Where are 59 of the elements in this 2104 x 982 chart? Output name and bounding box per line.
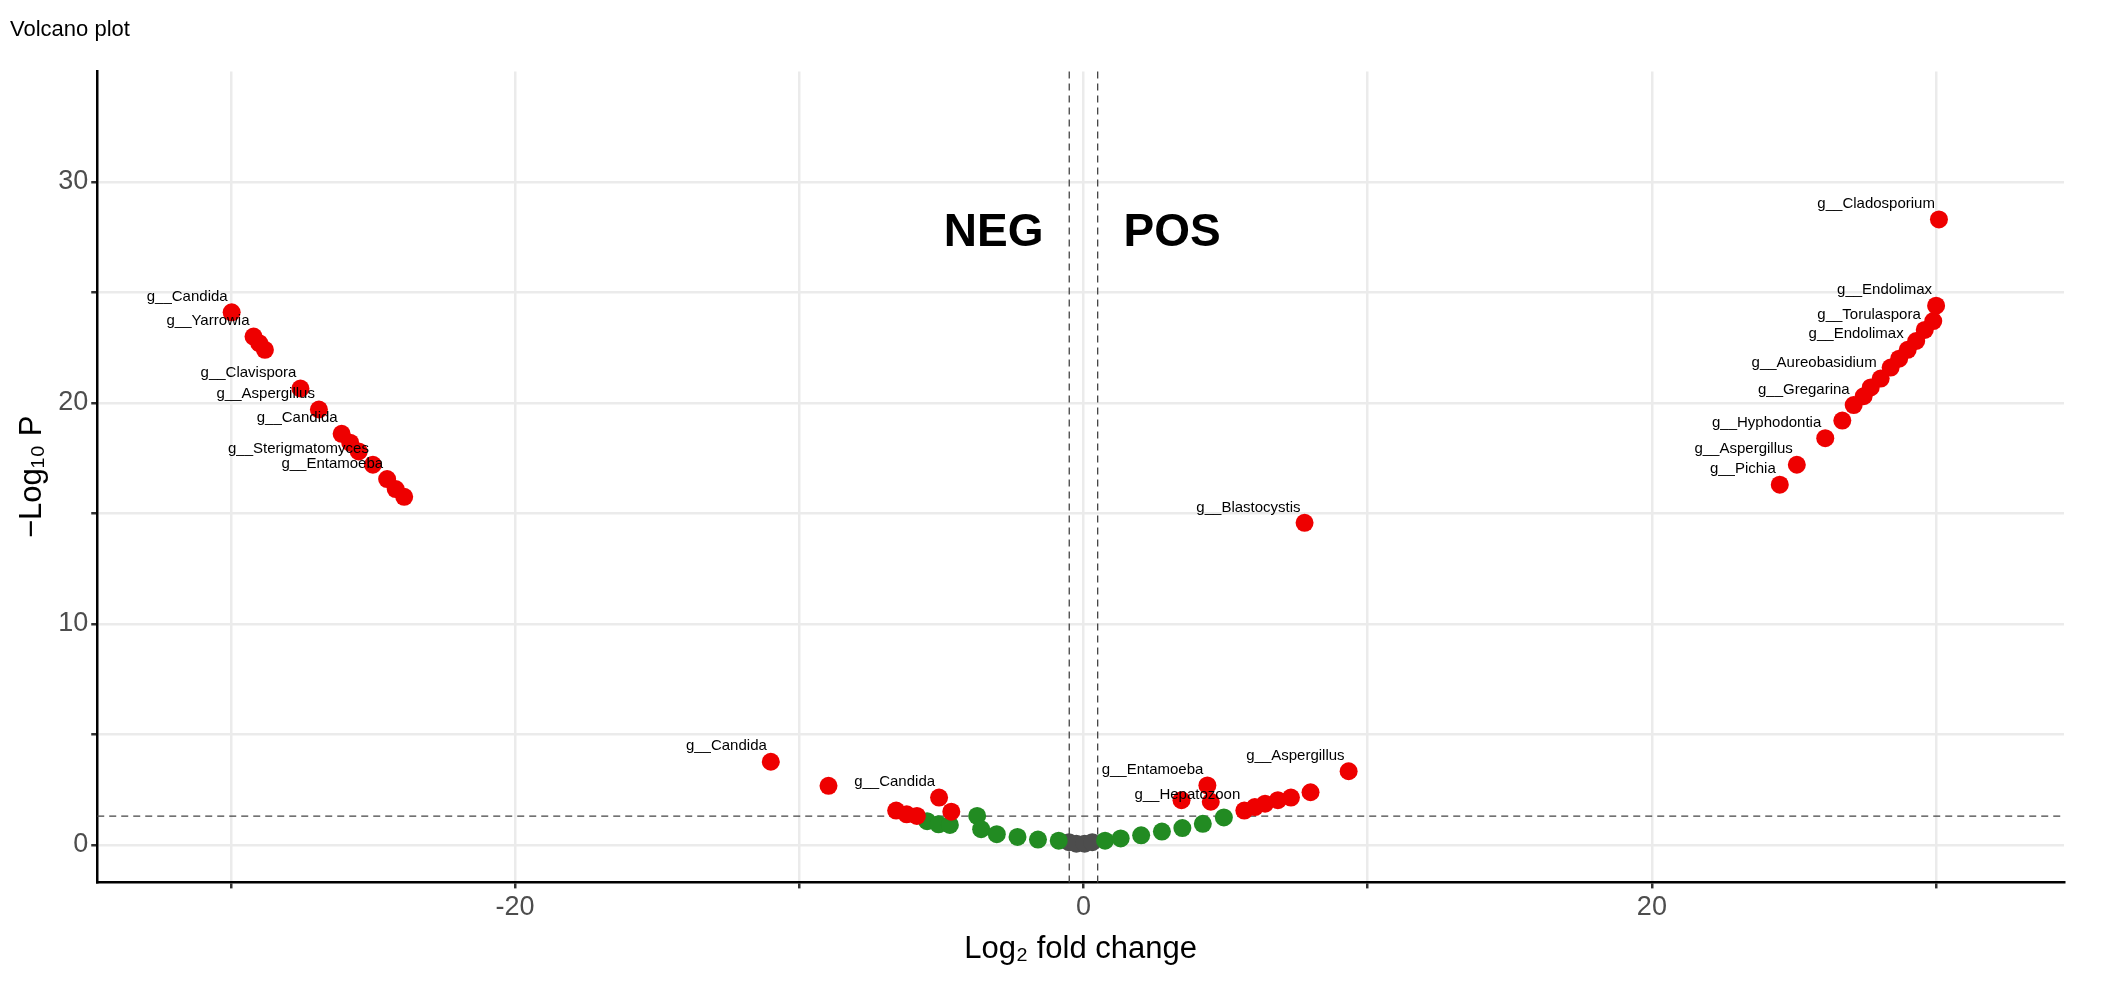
point <box>1028 830 1047 849</box>
annotation: g__Candida <box>256 408 339 426</box>
point <box>1049 831 1068 850</box>
annotation: g__Candida <box>854 772 936 790</box>
annotation: NEG <box>943 204 1044 257</box>
annotation: g__Torulaspora <box>1817 304 1922 322</box>
point <box>930 788 949 807</box>
annotation: g__Endolimax <box>1808 324 1905 342</box>
point <box>942 802 961 821</box>
annotation: g__Gregarina <box>1757 379 1851 397</box>
annotation: g__Blastocystis <box>1196 497 1301 515</box>
point <box>1281 788 1300 807</box>
point <box>1929 210 1948 229</box>
annotation: g__Candida <box>146 286 229 304</box>
annotation: g__Endolimax <box>1837 280 1933 298</box>
point <box>819 776 838 795</box>
annotation: POS <box>1123 204 1221 257</box>
point <box>395 487 414 506</box>
point <box>1833 411 1852 430</box>
point <box>1152 822 1171 841</box>
chart-title: Volcano plot <box>10 16 130 42</box>
y-tick-label: 20 <box>58 386 89 417</box>
point <box>1301 783 1320 802</box>
annotation: g__Cladosporium <box>1817 194 1935 212</box>
annotation: g__Entamoeba <box>1101 760 1205 778</box>
annotation: g__Candida <box>685 736 768 754</box>
point <box>1132 826 1151 845</box>
annotation: g__Aureobasidium <box>1751 353 1877 371</box>
x-axis-title: Log₂ fold change <box>964 929 1197 965</box>
point <box>1339 762 1358 781</box>
point <box>1111 829 1130 848</box>
point <box>1173 819 1192 838</box>
point <box>987 825 1006 844</box>
annotation: g__Clavispora <box>200 363 298 381</box>
y-tick-label: 0 <box>73 828 89 859</box>
point <box>255 340 274 359</box>
x-tick-label: 20 <box>1636 891 1667 922</box>
x-tick-label: -20 <box>495 891 535 922</box>
point <box>1927 296 1946 315</box>
point <box>1816 429 1835 448</box>
point <box>1295 513 1314 532</box>
annotation: g__Yarrowia <box>166 311 251 329</box>
y-axis-title: −Log₁₀ P <box>13 415 49 539</box>
annotation: g__Hyphodontia <box>1711 412 1822 430</box>
point <box>1193 814 1212 833</box>
point <box>1787 455 1806 474</box>
x-tick-label: 0 <box>1075 891 1091 922</box>
point <box>972 820 991 839</box>
point <box>1008 827 1027 846</box>
point <box>1214 808 1233 827</box>
y-tick-label: 30 <box>58 165 89 196</box>
point <box>1096 831 1115 850</box>
annotation: g__Pichia <box>1709 459 1777 477</box>
annotation: g__Aspergillus <box>1246 745 1345 763</box>
point <box>1770 475 1789 494</box>
point <box>761 752 780 771</box>
y-tick-label: 10 <box>58 607 89 638</box>
annotation: g__Aspergillus <box>1694 439 1793 457</box>
point <box>1844 396 1863 415</box>
